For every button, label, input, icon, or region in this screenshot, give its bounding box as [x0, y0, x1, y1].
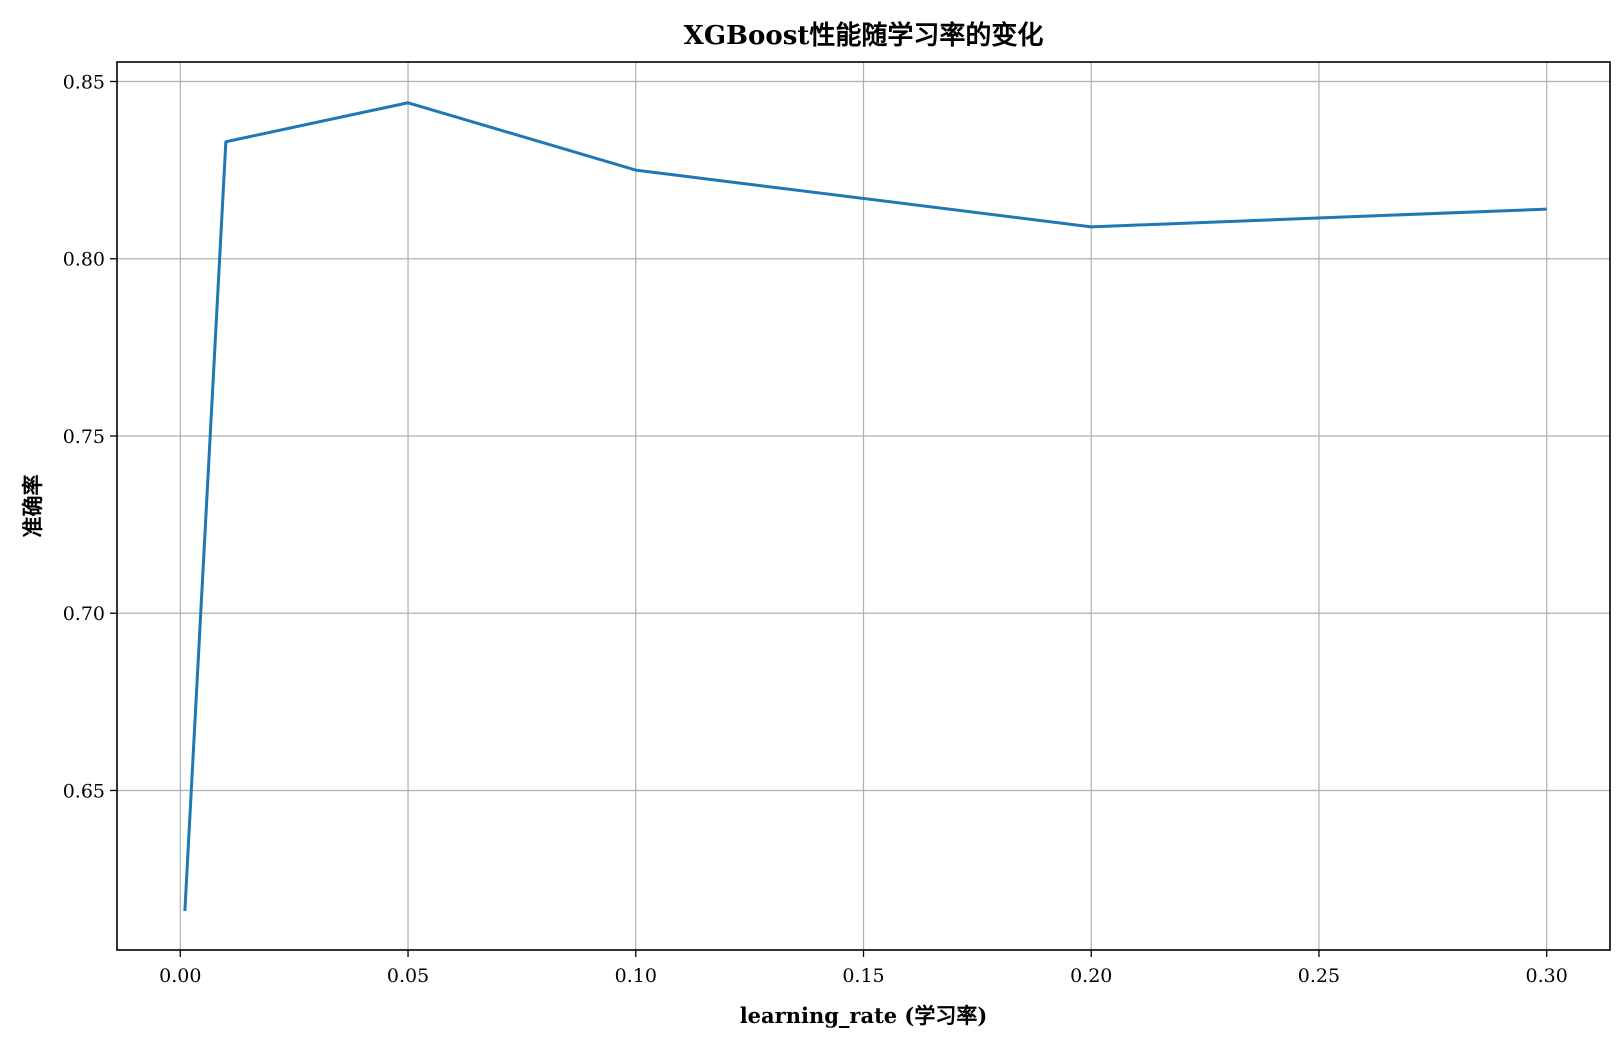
series-line [183, 101, 1547, 912]
grid [117, 62, 1610, 950]
y-tick-label: 0.85 [63, 71, 105, 93]
y-tick-label: 0.80 [63, 249, 105, 271]
chart-title: XGBoost性能随学习率的变化 [684, 20, 1044, 51]
y-axis-label: 准确率 [20, 475, 45, 538]
x-tick-label: 0.30 [1526, 965, 1568, 987]
x-tick-label: 0.15 [842, 965, 884, 987]
y-tick-label: 0.70 [63, 603, 105, 625]
ticks: 0.00 0.05 0.10 0.15 0.20 0.25 0.30 0.65 0.70 0.75… [63, 71, 1568, 987]
x-tick-label: 0.10 [615, 965, 657, 987]
x-axis-label: learning_rate (学习率) [740, 1003, 988, 1028]
x-tick-label: 0.00 [159, 965, 201, 987]
x-tick-label: 0.25 [1298, 965, 1340, 987]
plot-area [183, 101, 1547, 912]
x-tick-label: 0.20 [1070, 965, 1112, 987]
y-tick-label: 0.65 [63, 780, 105, 802]
y-tick-label: 0.75 [63, 426, 105, 448]
x-tick-label: 0.05 [387, 965, 429, 987]
